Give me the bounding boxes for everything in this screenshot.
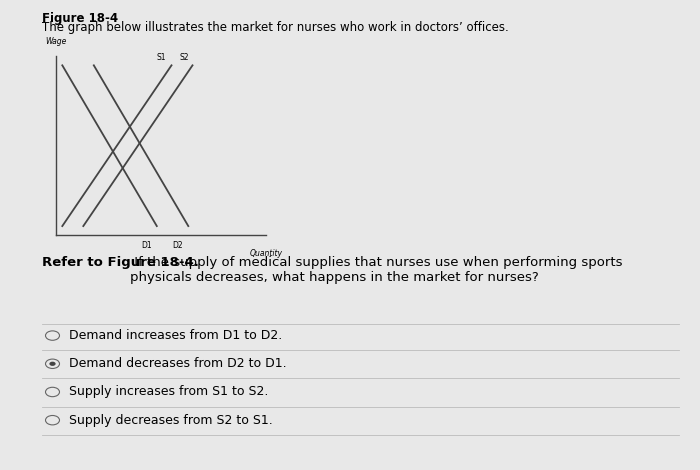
Text: If the supply of medical supplies that nurses use when performing sports
physica: If the supply of medical supplies that n…	[130, 256, 622, 284]
Text: D2: D2	[172, 241, 183, 250]
Text: Supply decreases from S2 to S1.: Supply decreases from S2 to S1.	[69, 414, 272, 427]
Text: Refer to Figure 18-4.: Refer to Figure 18-4.	[42, 256, 199, 269]
Text: Demand decreases from D2 to D1.: Demand decreases from D2 to D1.	[69, 357, 286, 370]
Text: D1: D1	[141, 241, 152, 250]
Text: Quantity: Quantity	[250, 249, 283, 259]
Text: Figure 18-4: Figure 18-4	[42, 12, 118, 25]
Text: S2: S2	[179, 53, 189, 62]
Text: The graph below illustrates the market for nurses who work in doctors’ offices.: The graph below illustrates the market f…	[42, 21, 509, 34]
Text: Supply increases from S1 to S2.: Supply increases from S1 to S2.	[69, 385, 268, 399]
Text: S1: S1	[156, 53, 166, 62]
Text: Wage: Wage	[46, 37, 67, 46]
Text: Demand increases from D1 to D2.: Demand increases from D1 to D2.	[69, 329, 282, 342]
